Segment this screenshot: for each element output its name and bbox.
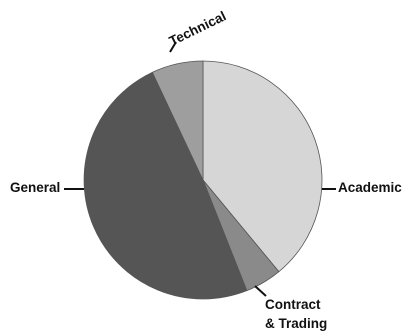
slice-label-contract: Contract [265,297,321,312]
pie-slice-technical [151,60,204,181]
slice-label-contract-line2: & Trading [265,316,327,331]
pie-slices [83,60,323,300]
slice-label-technical: Technical [167,8,229,48]
leader-line-technical [169,41,177,53]
pie-slice-academic [202,60,323,273]
slice-label-academic: Academic [338,180,402,195]
slice-label-general: General [10,180,60,195]
leader-line-contract [254,285,267,297]
pie-slice-general [83,71,248,300]
leader-lines [64,41,336,297]
